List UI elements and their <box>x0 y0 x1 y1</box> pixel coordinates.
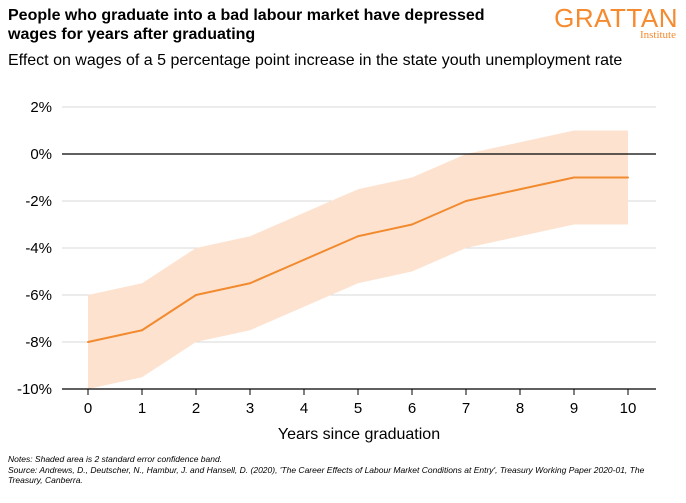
logo-wordmark: GRATTAN <box>554 3 678 33</box>
grattan-logo: GRATTAN Institute <box>554 5 678 41</box>
chart-subtitle: Effect on wages of a 5 percentage point … <box>8 52 623 69</box>
x-tick-label: 7 <box>462 400 470 417</box>
x-tick-label: 0 <box>84 400 92 417</box>
y-tick-labels: 2% 0% -2% -4% -6% -8% -10% <box>17 99 52 398</box>
confidence-band <box>88 130 628 389</box>
x-ticks: 0 1 2 3 4 5 6 7 8 9 10 <box>84 389 637 417</box>
data-point <box>465 200 467 202</box>
y-tick-label: -4% <box>25 240 52 257</box>
data-point <box>141 329 143 332</box>
y-tick-label: -2% <box>25 193 52 210</box>
data-point <box>195 294 197 296</box>
data-point <box>249 282 251 285</box>
chart-title: People who graduate into a bad labour ma… <box>8 7 485 43</box>
data-point <box>357 235 359 238</box>
y-tick-label: 0% <box>30 146 52 163</box>
data-point <box>87 341 89 343</box>
data-point <box>627 176 629 179</box>
x-tick-label: 1 <box>138 400 146 417</box>
x-axis-label: Years since graduation <box>278 426 440 443</box>
data-point <box>519 188 521 191</box>
y-tick-label: 2% <box>30 99 52 116</box>
y-tick-label: -6% <box>25 287 52 304</box>
y-tick-label: -8% <box>25 334 52 351</box>
x-tick-label: 10 <box>620 400 637 417</box>
chart-notes: Notes: Shaded area is 2 standard error c… <box>8 454 678 486</box>
data-point <box>573 176 575 179</box>
source-line: Source: Andrews, D., Deutscher, N., Hamb… <box>8 464 645 486</box>
x-tick-label: 3 <box>246 400 254 417</box>
data-point <box>303 258 305 261</box>
data-point <box>411 223 413 226</box>
data-points <box>87 176 629 343</box>
y-tick-label: -10% <box>17 381 52 398</box>
x-tick-label: 6 <box>408 400 416 417</box>
x-tick-label: 9 <box>570 400 578 417</box>
x-tick-label: 8 <box>516 400 524 417</box>
notes-line: Notes: Shaded area is 2 standard error c… <box>8 454 223 464</box>
x-tick-label: 5 <box>354 400 362 417</box>
logo-subtext: Institute <box>639 29 676 41</box>
x-tick-label: 2 <box>192 400 200 417</box>
x-tick-label: 4 <box>300 400 308 417</box>
